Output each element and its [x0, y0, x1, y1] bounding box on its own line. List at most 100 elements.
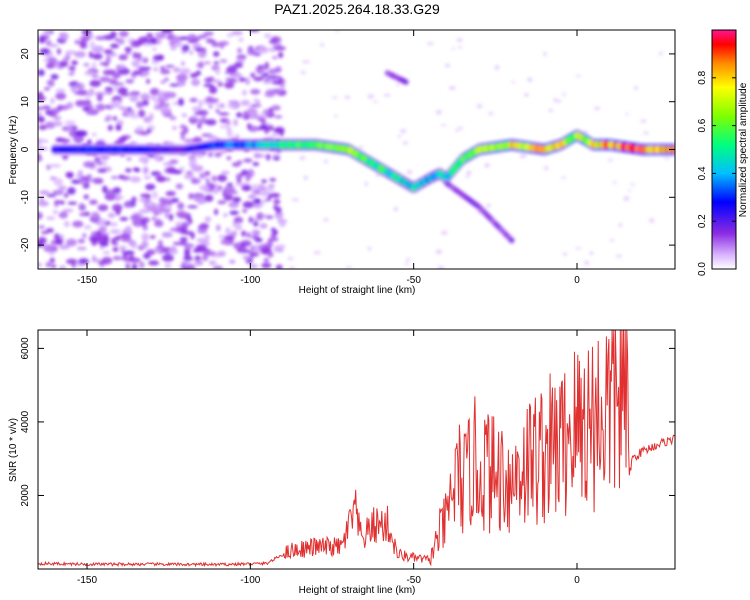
noise-speckle	[209, 97, 220, 104]
noise-speckle	[169, 115, 177, 121]
noise-speckle	[217, 200, 227, 205]
noise-speckle	[157, 239, 163, 248]
noise-speckle	[97, 161, 102, 165]
colorbar-tick-label: 0.2	[697, 214, 708, 228]
noise-speckle	[153, 67, 159, 72]
noise-speckle	[191, 106, 202, 112]
noise-speckle	[259, 124, 269, 130]
noise-speckle	[262, 72, 269, 77]
noise-speckle	[612, 181, 617, 184]
noise-speckle	[179, 68, 191, 75]
noise-speckle	[270, 192, 281, 198]
noise-speckle	[236, 112, 243, 118]
noise-speckle	[233, 72, 243, 79]
noise-speckle	[60, 32, 69, 41]
noise-speckle	[97, 168, 107, 173]
noise-speckle	[77, 89, 88, 96]
noise-speckle	[160, 69, 171, 75]
noise-speckle	[164, 262, 172, 269]
noise-speckle	[262, 199, 269, 203]
noise-speckle	[188, 192, 194, 200]
noise-speckle	[217, 174, 228, 182]
noise-speckle	[444, 63, 451, 68]
noise-speckle	[207, 151, 214, 158]
noise-speckle	[74, 51, 86, 58]
noise-speckle	[131, 60, 140, 68]
noise-speckle	[109, 222, 118, 227]
noise-speckle	[50, 97, 55, 104]
noise-speckle	[74, 39, 80, 45]
noise-speckle	[243, 158, 253, 163]
noise-speckle	[247, 50, 257, 56]
noise-speckle	[199, 184, 210, 191]
noise-speckle	[148, 260, 160, 266]
noise-speckle	[107, 124, 113, 131]
noise-speckle	[194, 260, 204, 266]
noise-speckle	[39, 48, 51, 55]
noise-speckle	[435, 109, 442, 115]
noise-speckle	[38, 37, 46, 44]
noise-speckle	[270, 227, 276, 232]
snr-y-tick-label: 4000	[20, 410, 31, 433]
noise-speckle	[126, 157, 132, 161]
noise-speckle	[165, 64, 175, 68]
snr-series-line	[38, 330, 675, 568]
noise-speckle	[111, 71, 121, 79]
noise-speckle	[114, 197, 121, 202]
noise-speckle	[83, 194, 90, 200]
noise-speckle	[112, 116, 118, 121]
noise-speckle	[627, 189, 631, 192]
noise-speckle	[257, 65, 264, 69]
noise-speckle	[38, 91, 44, 97]
noise-speckle	[146, 249, 156, 256]
noise-speckle	[47, 44, 59, 48]
noise-speckle	[242, 201, 255, 209]
colorbar-tick-label: 0.4	[697, 166, 708, 180]
noise-speckle	[131, 263, 138, 269]
noise-speckle	[160, 107, 172, 116]
noise-speckle	[125, 225, 132, 234]
noise-speckle	[259, 201, 265, 207]
noise-speckle	[488, 111, 493, 116]
noise-speckle	[38, 95, 46, 102]
noise-speckle	[73, 134, 84, 143]
noise-speckle	[55, 88, 66, 93]
noise-speckle	[204, 234, 210, 242]
noise-speckle	[143, 175, 151, 180]
noise-speckle	[45, 228, 54, 233]
noise-speckle	[203, 31, 214, 36]
noise-speckle	[59, 244, 70, 250]
noise-speckle	[168, 248, 178, 255]
noise-speckle	[172, 67, 181, 73]
noise-speckle	[146, 128, 152, 134]
noise-speckle	[358, 146, 364, 149]
noise-speckle	[271, 133, 279, 137]
noise-speckle	[114, 100, 122, 107]
noise-speckle	[47, 57, 58, 64]
noise-speckle	[58, 105, 69, 111]
snr-frame	[37, 329, 676, 570]
noise-speckle	[219, 125, 230, 129]
noise-speckle	[241, 89, 247, 96]
noise-speckle	[89, 235, 98, 242]
noise-speckle	[397, 135, 402, 138]
noise-speckle	[198, 34, 208, 39]
noise-speckle	[208, 85, 218, 94]
noise-speckle	[110, 175, 119, 180]
noise-speckle	[45, 216, 56, 220]
noise-speckle	[189, 264, 196, 269]
noise-speckle	[261, 179, 267, 184]
noise-speckle	[96, 94, 103, 102]
noise-speckle	[254, 154, 266, 158]
snr-x-tick-label: 0	[574, 575, 580, 586]
noise-speckle	[91, 132, 97, 137]
noise-speckle	[68, 65, 76, 71]
spectrogram-y-tick-label: 10	[20, 96, 31, 108]
noise-speckle	[215, 109, 220, 113]
spectrogram-x-tick-label: 0	[574, 275, 580, 286]
noise-speckle	[240, 101, 251, 107]
noise-speckle	[241, 185, 252, 192]
noise-speckle	[193, 111, 204, 116]
snr-y-tick-label: 2000	[20, 484, 31, 507]
noise-speckle	[404, 262, 409, 265]
